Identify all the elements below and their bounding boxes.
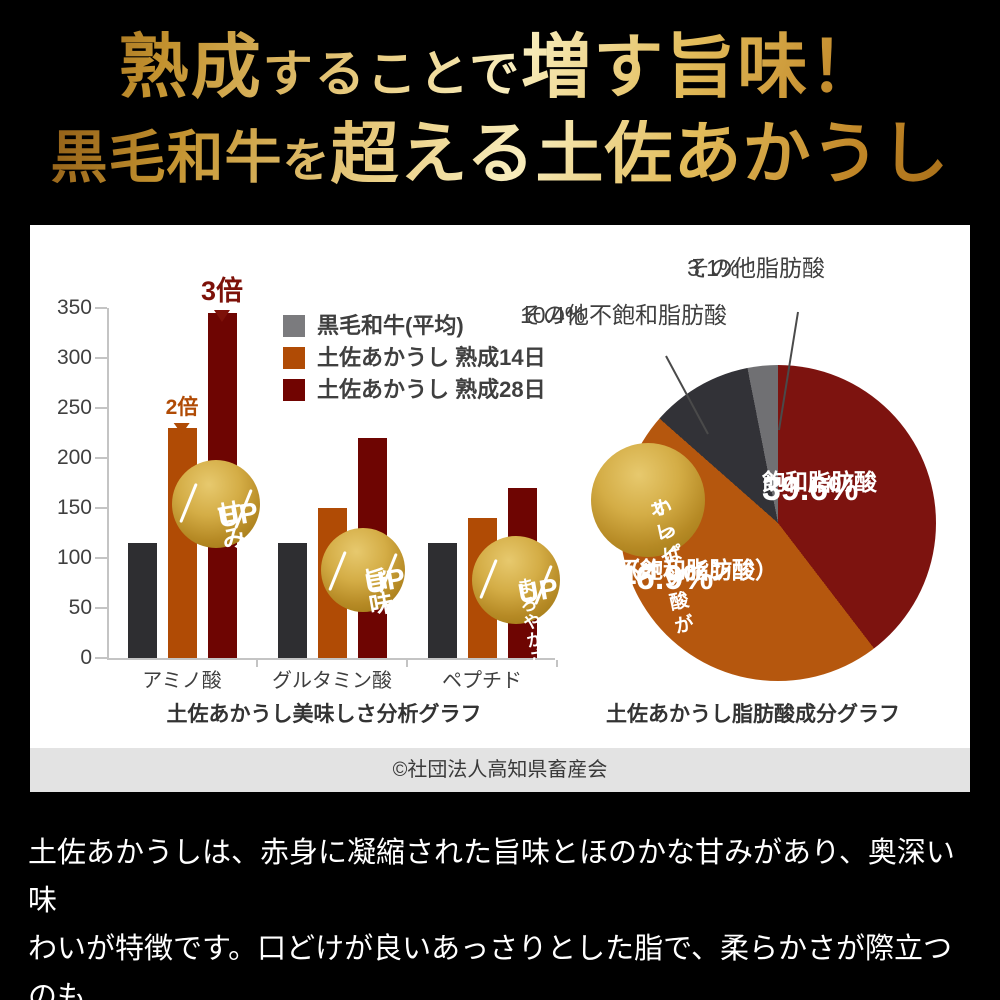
y-tick-label: 250 — [56, 396, 92, 419]
bar — [427, 543, 457, 658]
annotation-3x-text: 3倍 — [200, 276, 244, 306]
x-axis-line — [107, 658, 555, 660]
title-seg: することで — [262, 46, 522, 102]
y-tick — [95, 607, 107, 609]
y-tick — [95, 407, 107, 409]
legend-item: 土佐あかうし 熟成14日 — [283, 347, 546, 369]
legend-swatch — [283, 379, 305, 401]
bar-chart-caption: 土佐あかうし美味しさ分析グラフ — [166, 703, 482, 726]
header: 熟成することで増す旨味！ 黒毛和牛を超える土佐あかうし — [0, 0, 1000, 188]
pie-chart-caption: 土佐あかうし脂肪酸成分グラフ — [606, 703, 900, 726]
slice-label: 飽和脂肪酸 — [762, 469, 877, 495]
bar-chart: 0 50 100 150 200 250 300 350 アミノ酸 グルタミン酸 ペプチド — [30, 225, 590, 748]
x-tick — [406, 660, 408, 667]
legend: 黒毛和牛(平均) 土佐あかうし 熟成14日 土佐あかうし 熟成28日 — [283, 315, 613, 411]
y-tick — [95, 507, 107, 509]
title-seg: 黒毛和牛 — [50, 127, 283, 190]
bar — [277, 543, 307, 658]
y-tick-label: 350 — [56, 296, 92, 319]
y-tick-label: 100 — [56, 546, 92, 569]
legend-item: 黒毛和牛(平均) — [283, 315, 464, 337]
slash-icon — [328, 550, 347, 592]
y-tick — [95, 357, 107, 359]
legend-item: 土佐あかうし 熟成28日 — [283, 379, 546, 401]
y-tick-label: 150 — [56, 496, 92, 519]
x-tick — [256, 660, 258, 667]
legend-label: 黒毛和牛(平均) — [317, 313, 464, 338]
annotation-3x: 3倍 — [201, 269, 243, 322]
legend-swatch — [283, 347, 305, 369]
y-axis-line — [107, 308, 109, 660]
y-tick-label: 0 — [80, 646, 92, 669]
y-tick — [95, 557, 107, 559]
slash-icon — [479, 558, 498, 600]
slice-label: その他不飽和脂肪酸 — [520, 302, 727, 328]
x-tick — [556, 660, 558, 667]
slice-percent: 3.1% — [687, 255, 740, 281]
down-triangle-icon — [214, 310, 230, 322]
slice-percent: 10.4% — [520, 302, 586, 328]
title-seg: 超える土佐あかうし — [330, 116, 950, 192]
charts-panel: 0 50 100 150 200 250 300 350 アミノ酸 グルタミン酸 ペプチド 黒毛和牛… — [30, 225, 970, 748]
attribution-text: ©社団法人高知県畜産会 — [392, 759, 608, 781]
y-tick — [95, 307, 107, 309]
slash-icon — [179, 482, 198, 524]
category-label: アミノ酸 — [142, 670, 222, 692]
title-line-2: 黒毛和牛を超える土佐あかうし — [0, 120, 1000, 188]
legend-swatch — [283, 315, 305, 337]
slice-label: その他脂肪酸 — [687, 255, 825, 281]
legend-label: 土佐あかうし 熟成28日 — [317, 377, 546, 402]
description-paragraph: 土佐あかうしは、赤身に凝縮された旨味とほのかな甘みがあり、奥深い味 わいが特徴で… — [28, 837, 955, 1000]
badge-umami-up: 旨味UP — [321, 528, 408, 620]
title-line-1: 熟成することで増す旨味！ — [0, 0, 1000, 104]
category-label: ペプチド — [442, 670, 522, 692]
annotation-2x: 2倍 — [165, 391, 199, 434]
y-tick-label: 300 — [56, 346, 92, 369]
badge-oleic-acid: オレイン酸が いっぱい! — [591, 443, 705, 638]
category-label: グルタミン酸 — [272, 670, 392, 692]
y-tick — [95, 657, 107, 659]
y-tick-label: 50 — [68, 596, 92, 619]
down-triangle-icon — [174, 423, 190, 434]
y-tick-label: 200 — [56, 446, 92, 469]
badge-mellowness-up: まろやかさUP — [472, 536, 561, 668]
title-seg: を — [282, 136, 331, 188]
title-seg: 熟成 — [118, 30, 263, 107]
legend-label: 土佐あかうし 熟成14日 — [317, 345, 546, 370]
slice-percent: 46.9% — [617, 559, 714, 597]
y-tick — [95, 457, 107, 459]
slice-label: （オレイン酸） — [617, 557, 778, 583]
title-seg: 増す旨味！ — [521, 30, 882, 107]
badge-sweetness-up: 甘みUP — [172, 460, 261, 554]
annotation-2x-text: 2倍 — [165, 396, 199, 419]
attribution-bar: ©社団法人高知県畜産会 — [30, 748, 970, 792]
bar — [127, 543, 157, 658]
slice-label: 不飽和脂肪酸 — [617, 557, 755, 583]
bar — [167, 428, 197, 658]
slice-percent: 39.6% — [762, 470, 859, 508]
